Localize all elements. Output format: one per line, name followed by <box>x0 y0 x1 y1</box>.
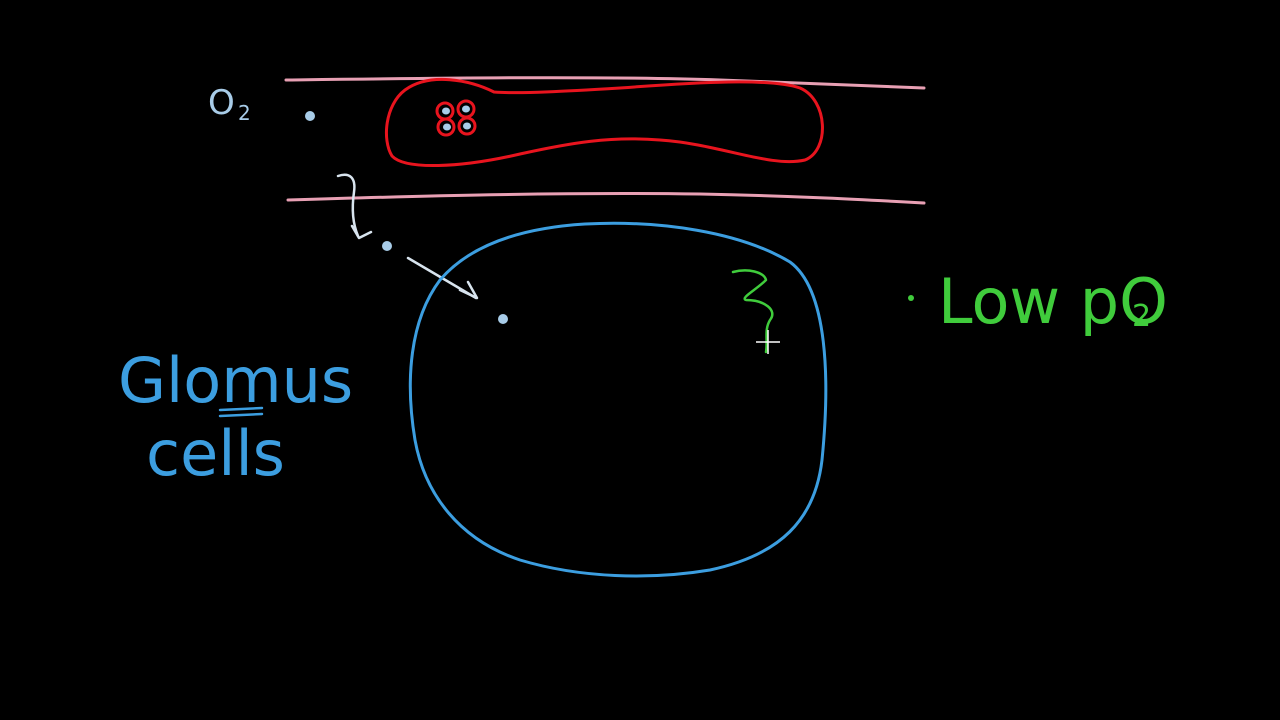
hemoglobin-cluster <box>435 99 477 137</box>
oxygen-molecules <box>305 111 508 324</box>
glomus-double-underline-top <box>218 406 264 412</box>
note-bullet-icon <box>908 295 914 301</box>
blood-vessel <box>284 76 926 205</box>
diffusion-arrow-curved <box>336 173 360 238</box>
oxygen-molecule-in-cell <box>498 314 508 324</box>
oxygen-molecule-diffusing <box>382 241 392 251</box>
oxygen-label: O 2 <box>208 83 251 125</box>
crosshair-cursor-icon <box>756 330 780 354</box>
red-blood-cell <box>384 77 824 167</box>
glomus-cell-outline <box>408 221 828 578</box>
glomus-label-line1: Glomus <box>118 344 353 417</box>
oxygen-label-text: O <box>208 83 235 123</box>
vessel-wall-top <box>284 76 926 90</box>
oxygen-molecule-in-vessel <box>305 111 315 121</box>
low-po2-note: Low pO 2 <box>908 265 1168 338</box>
ion-channel-squiggle <box>731 269 774 354</box>
note-main-text: Low pO <box>938 265 1168 338</box>
glomus-label-line2: cells <box>146 417 285 490</box>
glomus-cells-label: Glomus cells <box>118 344 353 490</box>
oxygen-label-subscript: 2 <box>238 101 251 125</box>
red-blood-cell-outline <box>384 77 824 167</box>
glomus-double-underline-bottom <box>218 412 264 418</box>
note-subscript: 2 <box>1132 299 1151 334</box>
diffusion-arrow-curved-head <box>350 224 373 240</box>
bound-oxygen-molecules <box>442 105 471 131</box>
diffusion-arrow-straight-head <box>458 280 479 300</box>
diffusion-arrows <box>336 173 479 300</box>
vessel-wall-bottom <box>286 191 926 205</box>
